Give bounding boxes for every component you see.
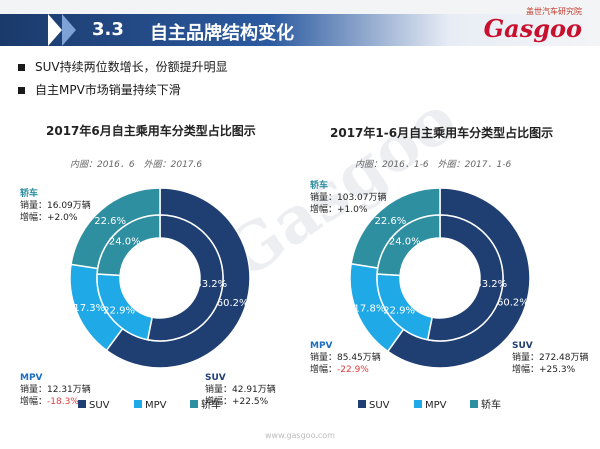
legend-swatch [134,400,142,408]
annotation-growth: 增幅：+25.3% [512,365,576,375]
header-band [0,14,600,46]
section-number: 3.3 [92,19,124,40]
left-data-label: 24.0% [109,236,141,247]
annotation-sedan-left: 轿车 销量：16.09万辆 增幅：+2.0% [20,188,91,224]
left-legend: SUV MPV 轿车 [78,398,221,411]
logo-caption: 盖世汽车研究院 [526,7,582,16]
legend-swatch [358,400,366,408]
annotation-suv-right: SUV 销量：272.48万辆 增幅：+25.3% [512,340,589,376]
header-chevron [48,14,62,46]
chart-subtitle-right: 内圈：2016．1-6 外圈：2017．1-6 [355,160,512,170]
legend-swatch [414,400,422,408]
right-data-label: 60.2% [497,297,529,308]
annotation-sales: 销量：85.45万辆 [310,353,381,363]
legend-label: MPV [425,400,447,411]
annotation-sedan-right: 轿车 销量：103.07万辆 增幅：+1.0% [310,180,387,216]
header-bar: 3.3 自主品牌结构变化 盖世汽车研究院 Gasgoo [0,0,600,46]
left-data-label: 22.9% [103,305,135,316]
legend-label: 轿车 [481,398,501,411]
annotation-growth-label: 增幅： [20,397,48,407]
annotation-mpv-right: MPV 销量：85.45万辆 增幅：-22.9% [310,340,381,376]
logo-wordmark: Gasgoo [483,14,582,43]
left-inner-segment-SUV [146,214,224,342]
annotation-sales: 销量：16.09万辆 [20,201,91,211]
right-data-label: 24.0% [389,236,421,247]
annotation-mpv-left: MPV 销量：12.31万辆 增幅：-18.3% [20,372,91,408]
annotation-growth: 增幅：+1.0% [310,205,368,215]
donut-chart-left: 60.2% 17.3% 22.6% 53.2% 22.9% 24.0% SUV MPV 轿车 [69,187,251,411]
bullet-list: SUV持续两位数增长，份额提升明显 自主MPV市场销量持续下滑 [18,58,228,104]
annotation-growth: 增幅：+2.0% [20,213,78,223]
annotation-name: MPV [20,373,43,383]
chart-subtitle-left: 内圈：2016．6 外圈：2017.6 [70,160,203,170]
legend-swatch [190,400,198,408]
chart-title-right: 2017年1-6月自主乘用车分类型占比图示 [330,126,554,140]
page-title: 自主品牌结构变化 [150,23,294,44]
legend-label: SUV [89,400,110,411]
legend-label: 轿车 [201,398,221,411]
right-legend: SUV MPV 轿车 [358,398,501,411]
right-data-label: 53.2% [475,279,507,290]
annotation-name: 轿车 [310,181,329,191]
annotation-name: SUV [512,341,533,351]
left-data-label: 60.2% [217,298,249,309]
bullet-square-icon [18,64,25,71]
annotation-growth-value: -18.3% [47,397,79,407]
right-inner-segment-SUV [426,214,504,342]
annotation-suv-left: SUV 销量：42.91万辆 增幅：+22.5% [205,372,276,408]
legend-swatch [470,400,478,408]
annotation-name: MPV [310,341,333,351]
bullet-item: 自主MPV市场销量持续下滑 [18,81,228,98]
right-data-label: 22.6% [374,216,406,227]
legend-label: SUV [369,400,390,411]
annotation-growth-label: 增幅： [310,365,338,375]
annotation-sales: 销量：103.07万辆 [310,193,387,203]
annotation-sales: 销量：12.31万辆 [20,385,91,395]
legend-label: MPV [145,400,167,411]
right-inner-segment-轿车 [376,214,441,277]
annotation-growth-value: -22.9% [337,365,369,375]
left-data-label: 22.6% [94,216,126,227]
left-inner-segment-轿车 [96,214,161,277]
left-data-label: 17.3% [73,303,105,314]
footer-url: www.gasgoo.com [265,431,335,440]
header-chevron [62,14,76,46]
annotation-name: SUV [205,373,226,383]
right-data-label: 22.9% [383,305,415,316]
annotation-name: 轿车 [20,189,39,199]
right-data-label: 17.8% [354,304,386,315]
annotation-sales: 销量：272.48万辆 [512,353,589,363]
left-data-label: 53.2% [195,279,227,290]
chart-title-left: 2017年6月自主乘用车分类型占比图示 [46,124,256,138]
bullet-text: 自主MPV市场销量持续下滑 [35,83,181,97]
bullet-square-icon [18,87,25,94]
gasgoo-logo: 盖世汽车研究院 Gasgoo [484,6,582,41]
legend-swatch [78,400,86,408]
donut-chart-right: 60.2% 17.8% 22.6% 53.2% 22.9% 24.0% SUV MPV 轿车 [349,187,531,411]
bullet-item: SUV持续两位数增长，份额提升明显 [18,58,228,75]
annotation-sales: 销量：42.91万辆 [205,385,276,395]
annotation-growth: 增幅：+22.5% [205,397,269,407]
bullet-text: SUV持续两位数增长，份额提升明显 [35,60,228,74]
